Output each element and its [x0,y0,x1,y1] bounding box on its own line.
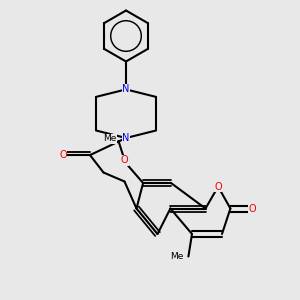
Text: Me: Me [103,134,116,143]
Text: O: O [248,203,256,214]
Text: N: N [122,133,130,143]
Text: Me: Me [170,252,184,261]
Text: O: O [121,155,129,165]
Text: O: O [214,182,222,192]
Text: O: O [59,150,67,160]
Text: N: N [122,84,130,94]
